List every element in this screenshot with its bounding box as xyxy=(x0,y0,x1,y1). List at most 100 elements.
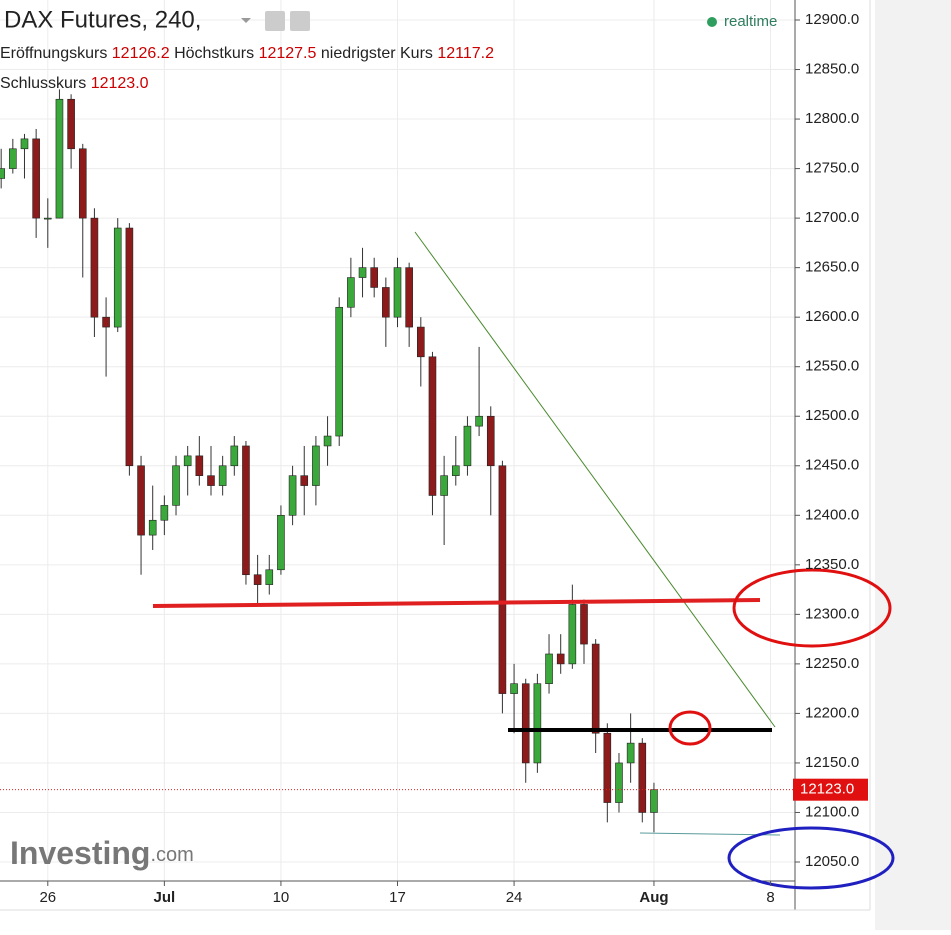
candle-body xyxy=(335,306,344,437)
candle-body xyxy=(207,475,215,486)
candle-body xyxy=(160,505,169,521)
realtime: realtime xyxy=(724,13,777,30)
y-tick-label: 12900.0 xyxy=(805,11,859,28)
candle-body xyxy=(638,742,647,813)
candle-body xyxy=(556,653,565,665)
field-value: 12126.2 xyxy=(112,45,170,62)
margin xyxy=(875,0,951,930)
y-tick-label: 12050.0 xyxy=(805,853,859,870)
axes: 12050.0 12100.0 12150.0 12200.0 12250.0 12300… xyxy=(39,11,868,906)
candle-body xyxy=(172,465,180,506)
candle-body xyxy=(498,465,507,694)
title: DAX Futures, 240, xyxy=(4,6,201,33)
candle-body xyxy=(230,445,239,467)
candle-body xyxy=(370,267,378,288)
candle-body xyxy=(393,267,402,318)
y-tick-label: 12150.0 xyxy=(805,754,859,771)
candle-body xyxy=(183,455,192,467)
candle-body xyxy=(417,326,425,358)
candle-body xyxy=(288,475,297,516)
x-tick-label: Jul xyxy=(154,889,176,906)
candle-body xyxy=(218,465,227,486)
candle-body xyxy=(195,455,204,476)
candle-body xyxy=(358,267,367,278)
candle-body xyxy=(591,643,600,734)
candle-body xyxy=(9,148,17,169)
candle-body xyxy=(102,316,110,328)
candle-body xyxy=(113,227,122,328)
y-tick-label: 12800.0 xyxy=(805,110,859,127)
candle-body xyxy=(347,277,355,308)
field-name: Höchstkurs xyxy=(174,45,254,62)
x-tick-label: 10 xyxy=(273,889,290,906)
x-tick-label: 17 xyxy=(389,889,406,906)
field-name: Eröffnungskurs xyxy=(0,45,107,62)
candle-body xyxy=(125,227,134,467)
candle-body xyxy=(90,217,99,318)
grid xyxy=(0,0,795,881)
y-tick-label: 12650.0 xyxy=(805,259,859,276)
last-price-label: 12123.0 xyxy=(800,781,854,798)
field-value: 12123.0 xyxy=(91,75,149,92)
realtime-dot xyxy=(707,17,717,27)
y-tick-label: 12250.0 xyxy=(805,655,859,672)
field-value: 12127.5 xyxy=(259,45,317,62)
y-tick-label: 12450.0 xyxy=(805,457,859,474)
y-tick-label: 12350.0 xyxy=(805,556,859,573)
y-tick-label: 12200.0 xyxy=(805,704,859,721)
logo: Investing.com xyxy=(10,835,194,871)
candle-body xyxy=(650,789,658,813)
x-tick-label: Aug xyxy=(639,889,668,906)
candle-body xyxy=(568,604,577,665)
y-tick-label: 12600.0 xyxy=(805,308,859,325)
circle-annotation xyxy=(727,826,895,890)
candle-body xyxy=(451,465,460,476)
ohlc: Eröffnungskurs 12126.2 Höchstkurs 12127.… xyxy=(0,45,494,62)
y-tick-label: 12300.0 xyxy=(805,605,859,622)
candle-body xyxy=(277,514,285,571)
candle-body xyxy=(486,415,495,467)
y-tick-label: 12400.0 xyxy=(805,506,859,523)
x-tick-label: 26 xyxy=(39,889,56,906)
field-value: 12117.2 xyxy=(437,45,494,62)
x-tick-label: 24 xyxy=(506,889,523,906)
candle-body xyxy=(463,425,472,467)
candle-body xyxy=(533,683,542,764)
candle-body xyxy=(521,683,530,764)
circle-annotation xyxy=(668,710,712,746)
y-tick-label: 12750.0 xyxy=(805,160,859,177)
candle-body xyxy=(545,653,553,684)
candle-body xyxy=(440,475,448,496)
candle-body xyxy=(615,762,623,803)
candle-body xyxy=(137,465,145,536)
candle-body xyxy=(323,435,332,447)
field-name: Schlusskurs xyxy=(0,75,86,92)
candle-body xyxy=(265,569,274,585)
candle-body xyxy=(300,475,309,486)
candle-body xyxy=(148,519,157,536)
field-name: niedrigster Kurs xyxy=(321,45,433,62)
y-tick-label: 12550.0 xyxy=(805,358,859,375)
candle-body xyxy=(55,98,64,219)
candle-body xyxy=(242,445,250,576)
candle-body xyxy=(603,732,612,803)
candle-body xyxy=(43,217,52,220)
candles xyxy=(0,89,795,833)
candle-body xyxy=(475,415,483,427)
dropdown-arrow[interactable] xyxy=(241,18,251,23)
candle-body xyxy=(32,138,40,219)
trend-line xyxy=(414,231,776,728)
y-tick-label: 12500.0 xyxy=(805,407,859,424)
candle-body xyxy=(382,287,390,318)
x-tick-label: 8 xyxy=(766,889,774,906)
icon xyxy=(290,11,310,31)
candle-body xyxy=(626,742,635,764)
y-tick-label: 12700.0 xyxy=(805,209,859,226)
candle-body xyxy=(0,168,5,179)
logo-main: Investing xyxy=(10,835,150,871)
candle-body xyxy=(580,604,588,645)
candle-body xyxy=(428,356,437,496)
candle-body xyxy=(253,574,262,585)
candle-body xyxy=(510,683,518,694)
